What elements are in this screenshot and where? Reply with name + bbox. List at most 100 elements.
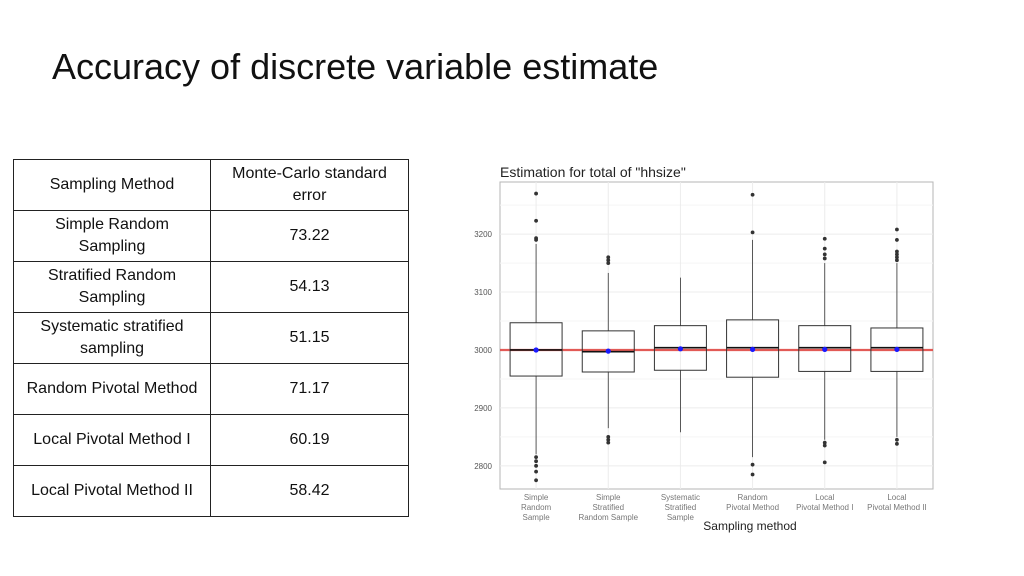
x-tick-label-line: Pivotal Method II bbox=[867, 503, 927, 512]
error-cell: 71.17 bbox=[210, 363, 409, 415]
x-tick-label-line: Systematic bbox=[661, 493, 700, 502]
error-cell: 51.15 bbox=[210, 312, 409, 364]
method-cell: Local Pivotal Method II bbox=[13, 465, 211, 517]
mean-point bbox=[749, 346, 756, 353]
table-row: Random Pivotal Method 71.17 bbox=[13, 363, 409, 415]
outlier-point bbox=[606, 258, 611, 263]
y-axis-ticks: 2800 2900 3000 3100 3200 bbox=[474, 230, 492, 471]
outlier-point bbox=[895, 437, 899, 442]
error-cell: 60.19 bbox=[210, 414, 409, 466]
boxplot-svg: Estimation for total of "hhsize" 2800 290… bbox=[474, 164, 934, 533]
outlier-point bbox=[534, 469, 538, 474]
box-group bbox=[870, 227, 924, 446]
mean-point bbox=[533, 347, 539, 353]
outlier-point bbox=[534, 455, 538, 460]
outlier-point bbox=[534, 463, 538, 468]
x-tick-label-line: Sample bbox=[667, 513, 695, 522]
box-group bbox=[798, 236, 852, 465]
outlier-point bbox=[895, 441, 899, 446]
method-cell: Local Pivotal Method I bbox=[13, 414, 211, 466]
boxplot-chart: Estimation for total of "hhsize" 2800 290… bbox=[460, 158, 950, 538]
method-cell: Systematic stratified sampling bbox=[13, 312, 211, 364]
x-tick-label-line: Simple bbox=[524, 493, 549, 502]
x-tick-label-line: Stratified bbox=[665, 503, 697, 512]
x-tick-label-line: Random Sample bbox=[578, 513, 638, 522]
outlier-point bbox=[895, 238, 899, 242]
outlier-point bbox=[750, 472, 755, 477]
chart-title: Estimation for total of "hhsize" bbox=[500, 164, 686, 180]
x-tick-label: Simple Stratified Random Sample bbox=[578, 493, 638, 522]
standard-error-table: Sampling Method Monte-Carlo standard err… bbox=[13, 159, 409, 517]
method-cell: Random Pivotal Method bbox=[13, 363, 211, 415]
x-tick-label-line: Stratified bbox=[592, 503, 624, 512]
box-iqr bbox=[798, 325, 852, 372]
box-iqr bbox=[870, 327, 924, 372]
x-tick-label: Local Pivotal Method II bbox=[867, 493, 927, 512]
outlier-point bbox=[750, 462, 755, 467]
method-cell: Stratified Random Sampling bbox=[13, 261, 211, 313]
y-tick-label: 2800 bbox=[474, 462, 492, 471]
box-group bbox=[726, 192, 780, 477]
x-tick-label-line: Pivotal Method I bbox=[796, 503, 853, 512]
x-tick-label: Systematic Stratified Sample bbox=[661, 493, 700, 522]
table-row: Stratified Random Sampling 54.13 bbox=[13, 261, 409, 313]
page-title: Accuracy of discrete variable estimate bbox=[52, 46, 659, 87]
box-group bbox=[509, 191, 563, 483]
x-tick-label: Simple Random Sample bbox=[521, 493, 552, 522]
box-iqr bbox=[726, 319, 780, 378]
outlier-point bbox=[895, 252, 899, 257]
outlier-point bbox=[750, 230, 755, 235]
outlier-point bbox=[822, 252, 827, 257]
method-cell: Simple Random Sampling bbox=[13, 210, 211, 262]
header-sampling-method: Sampling Method bbox=[13, 159, 211, 211]
x-tick-label: Random Pivotal Method bbox=[726, 493, 779, 512]
table-row: Local Pivotal Method I 60.19 bbox=[13, 414, 409, 466]
table-header-row: Sampling Method Monte-Carlo standard err… bbox=[13, 159, 409, 211]
outlier-point bbox=[606, 261, 611, 265]
outlier-point bbox=[750, 192, 755, 197]
x-tick-label-line: Pivotal Method bbox=[726, 503, 779, 512]
plot-panel bbox=[499, 181, 934, 490]
outlier-point bbox=[822, 440, 827, 445]
header-standard-error: Monte-Carlo standard error bbox=[210, 159, 409, 211]
error-cell: 73.22 bbox=[210, 210, 409, 262]
x-tick-label-line: Random bbox=[521, 503, 552, 512]
outlier-point bbox=[606, 255, 611, 260]
table-row: Local Pivotal Method II 58.42 bbox=[13, 465, 409, 517]
y-tick-label: 3000 bbox=[474, 346, 492, 355]
outlier-point bbox=[822, 443, 827, 448]
outlier-point bbox=[606, 437, 611, 442]
x-tick-label: Local Pivotal Method I bbox=[796, 493, 853, 512]
x-axis-label: Sampling method bbox=[703, 519, 796, 533]
outlier-point bbox=[534, 478, 538, 483]
y-tick-label: 3200 bbox=[474, 230, 492, 239]
mean-point bbox=[822, 346, 828, 353]
outlier-point bbox=[822, 236, 827, 241]
x-tick-label-line: Sample bbox=[523, 513, 551, 522]
outlier-point bbox=[895, 255, 899, 260]
outlier-point bbox=[822, 460, 827, 465]
error-cell: 54.13 bbox=[210, 261, 409, 313]
box-layer bbox=[509, 191, 924, 483]
outlier-point bbox=[534, 218, 538, 223]
outlier-point bbox=[822, 256, 827, 261]
mean-point bbox=[677, 346, 684, 352]
outlier-point bbox=[534, 238, 538, 242]
outlier-point bbox=[822, 246, 827, 251]
x-tick-label-line: Simple bbox=[596, 493, 621, 502]
mean-point bbox=[894, 346, 900, 353]
outlier-point bbox=[895, 258, 899, 263]
error-cell: 58.42 bbox=[210, 465, 409, 517]
table-row: Systematic stratified sampling 51.15 bbox=[13, 312, 409, 364]
outlier-point bbox=[606, 440, 611, 445]
x-tick-label-line: Local bbox=[887, 493, 906, 502]
box-group bbox=[581, 255, 635, 445]
outlier-point bbox=[895, 227, 899, 232]
x-tick-label-line: Random bbox=[737, 493, 768, 502]
outlier-point bbox=[534, 459, 538, 464]
y-tick-label: 2900 bbox=[474, 404, 492, 413]
outlier-point bbox=[534, 191, 538, 196]
mean-point bbox=[605, 348, 611, 354]
table-row: Simple Random Sampling 73.22 bbox=[13, 210, 409, 262]
